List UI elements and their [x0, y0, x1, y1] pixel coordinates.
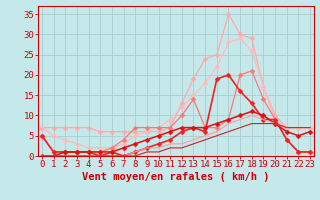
X-axis label: Vent moyen/en rafales ( km/h ): Vent moyen/en rafales ( km/h ): [82, 172, 270, 182]
